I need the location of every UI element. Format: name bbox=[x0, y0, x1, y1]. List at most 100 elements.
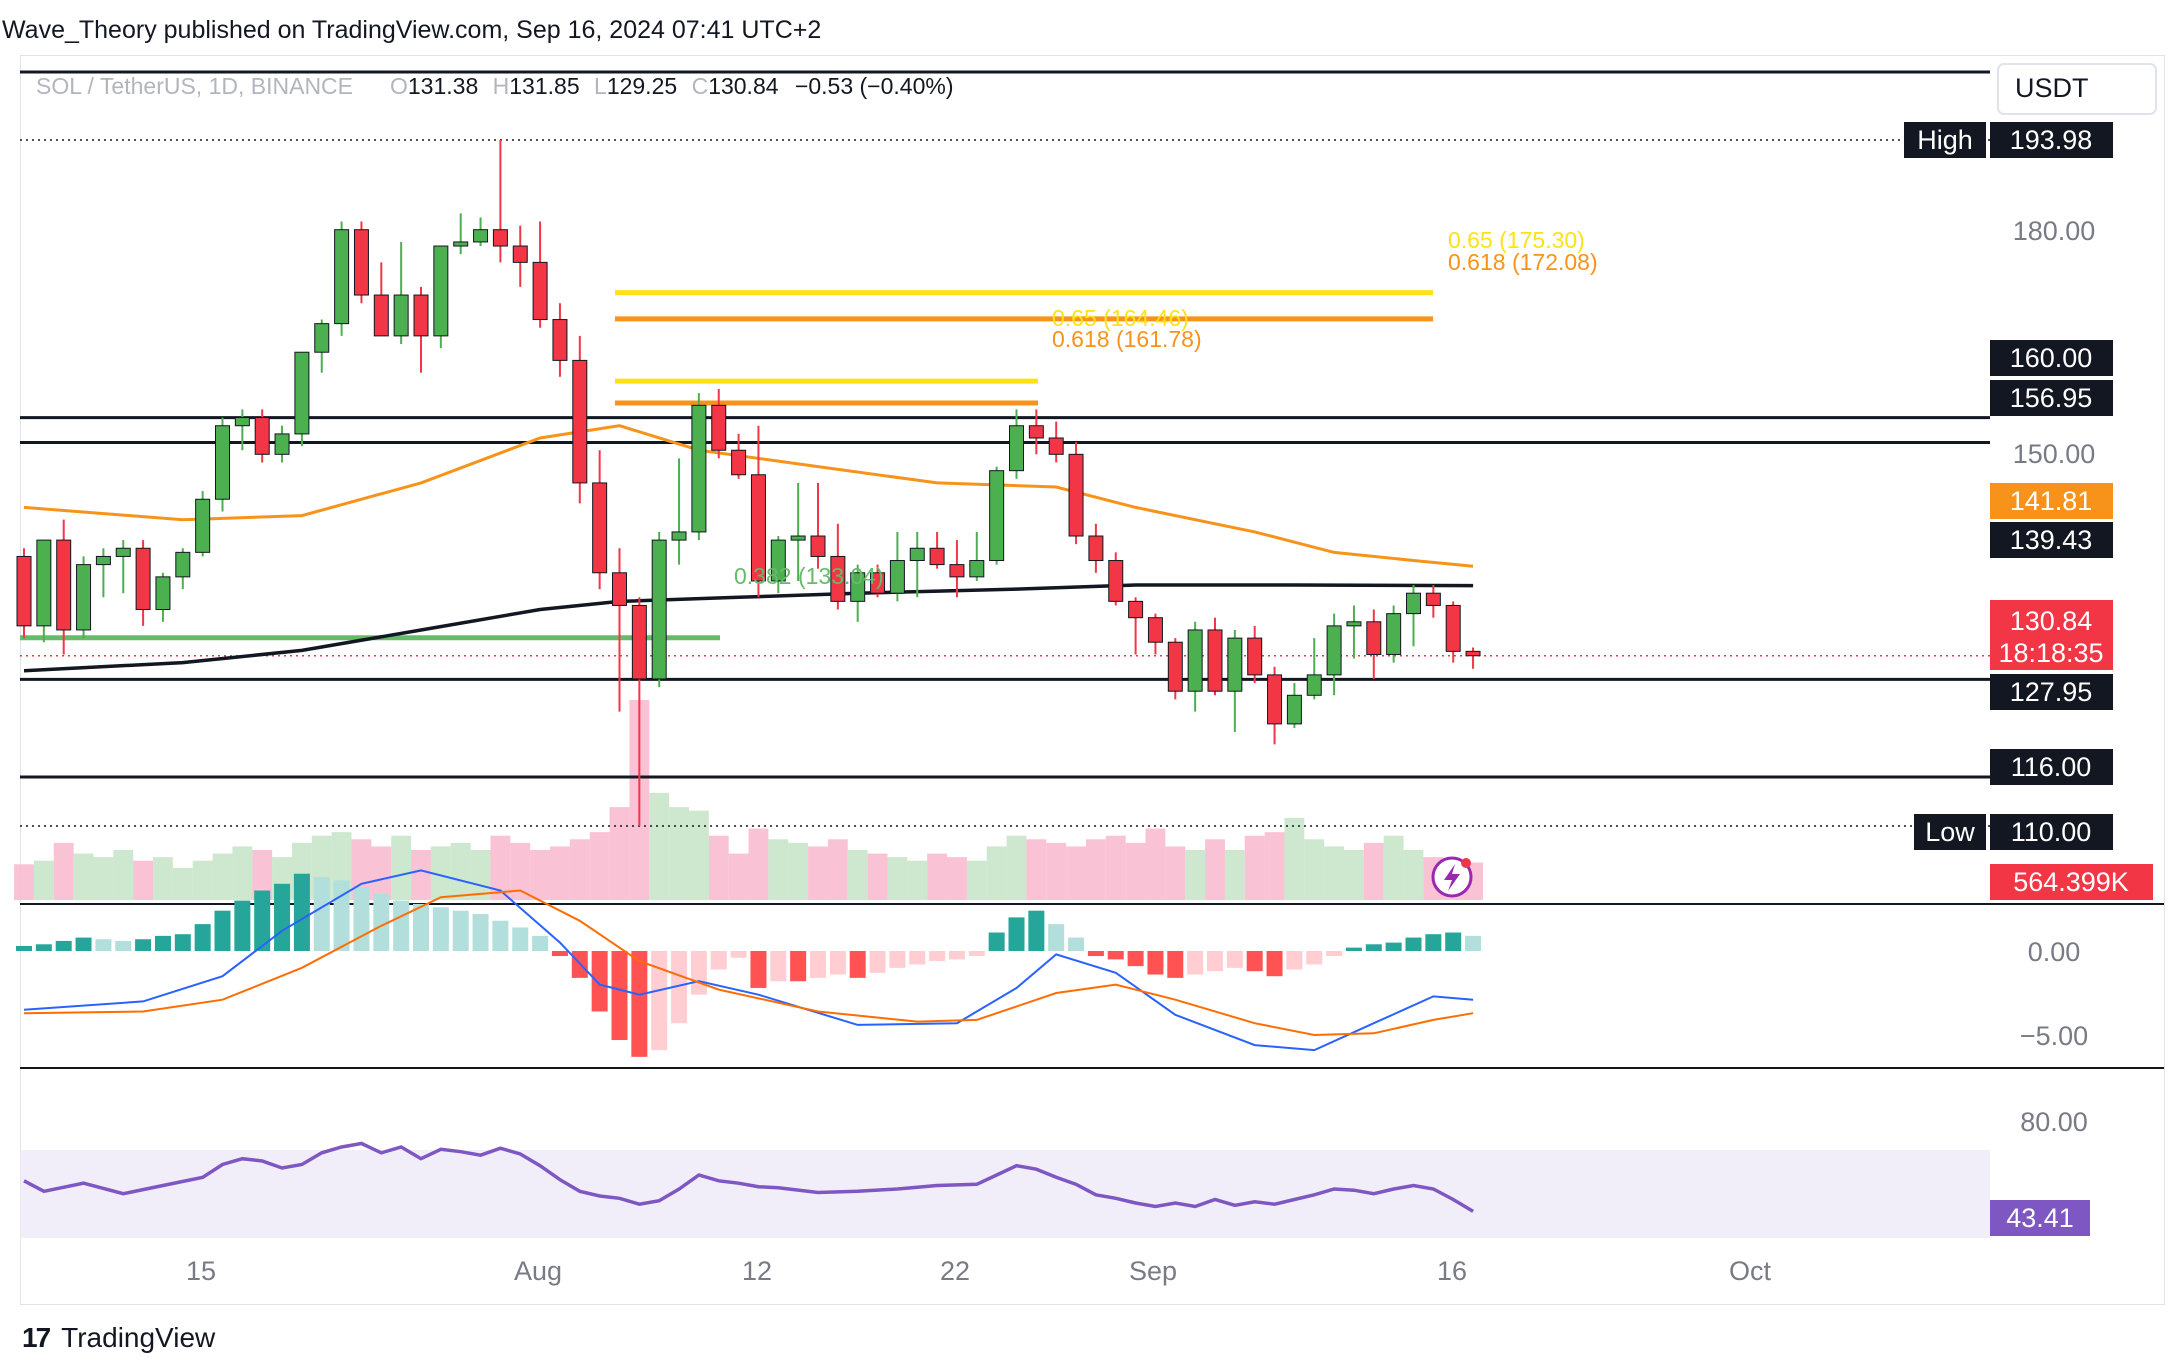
macd-histogram-bar bbox=[1226, 951, 1243, 968]
level-tag-156: 156.95 bbox=[1990, 380, 2113, 416]
candle-body bbox=[234, 417, 250, 427]
volume-bar bbox=[391, 835, 412, 900]
candle-body bbox=[135, 547, 151, 611]
high-tag-value: 193.98 bbox=[2010, 125, 2093, 155]
volume-bar bbox=[510, 842, 531, 900]
rsi-tag: 43.41 bbox=[1990, 1200, 2090, 1236]
level-tag-116: 116.00 bbox=[1990, 749, 2113, 785]
macd-tick: 0.00 bbox=[2028, 937, 2081, 967]
macd-line bbox=[23, 869, 1474, 1052]
lightning-icon[interactable] bbox=[1431, 856, 1473, 898]
volume-bar bbox=[490, 835, 511, 900]
volume-bar bbox=[1185, 850, 1206, 900]
volume-bar bbox=[1304, 839, 1325, 900]
macd-histogram-bar bbox=[413, 903, 429, 951]
candle-body bbox=[433, 245, 449, 337]
volume-bar bbox=[1284, 817, 1305, 900]
time-tick: Aug bbox=[514, 1256, 562, 1286]
volume-bar bbox=[1344, 850, 1364, 900]
macd-histogram-bar bbox=[948, 951, 965, 960]
candle-body bbox=[16, 555, 32, 627]
macd-histogram-bar bbox=[750, 951, 767, 988]
candle-body bbox=[1108, 560, 1124, 602]
candle-body bbox=[215, 425, 230, 500]
macd-histogram-bar bbox=[730, 951, 747, 958]
macd-histogram-bar bbox=[671, 951, 688, 1024]
macd-histogram-bar bbox=[710, 951, 727, 970]
volume-bar bbox=[550, 846, 570, 900]
candle-body bbox=[1425, 592, 1441, 606]
high-tag-label: High bbox=[1917, 125, 1973, 155]
ema50-tag: 141.81 bbox=[1990, 483, 2113, 519]
candle-body bbox=[274, 433, 290, 455]
candles-layer[interactable] bbox=[16, 140, 1481, 826]
macd-histogram-bar bbox=[929, 951, 946, 962]
low-label: L bbox=[594, 73, 607, 99]
candle-body bbox=[1009, 425, 1024, 472]
close-value: 130.84 bbox=[708, 73, 779, 99]
candle-body bbox=[314, 323, 330, 353]
candle-body bbox=[969, 560, 985, 578]
tradingview-footer[interactable]: 17 TradingView bbox=[22, 1318, 215, 1358]
candle-body bbox=[1187, 629, 1203, 692]
time-tick: 12 bbox=[742, 1256, 772, 1286]
volume-bar bbox=[768, 839, 789, 900]
macd-histogram-bar bbox=[1147, 951, 1164, 975]
macd-layer bbox=[16, 869, 1482, 1057]
macd-histogram-bar bbox=[1207, 951, 1223, 972]
macd-histogram-bar bbox=[790, 951, 807, 982]
macd-histogram-bar bbox=[1068, 937, 1085, 951]
volume-bar bbox=[1145, 828, 1166, 900]
macd-histogram-bar bbox=[1465, 935, 1482, 951]
legend-symbol[interactable]: SOL / TetherUS, 1D, BINANCE bbox=[36, 73, 353, 99]
volume-bar bbox=[113, 850, 134, 900]
candle-body bbox=[1167, 641, 1183, 692]
svg-text:116.00: 116.00 bbox=[2011, 752, 2092, 782]
volume-bar bbox=[212, 853, 233, 900]
candle-body bbox=[1267, 674, 1283, 725]
macd-histogram-bar bbox=[353, 887, 370, 951]
svg-text:564.399K: 564.399K bbox=[2013, 867, 2129, 897]
volume-bar bbox=[73, 853, 94, 900]
tradingview-logo: 17 bbox=[22, 1322, 51, 1353]
macd-histogram-bar bbox=[532, 935, 549, 951]
candle-body bbox=[850, 572, 866, 602]
svg-text:160.00: 160.00 bbox=[2010, 343, 2093, 373]
macd-histogram-bar bbox=[135, 939, 152, 951]
rsi-tick: 80.00 bbox=[2020, 1107, 2088, 1137]
candle-body bbox=[155, 576, 171, 611]
candle-body bbox=[909, 547, 925, 562]
svg-text:43.41: 43.41 bbox=[2006, 1203, 2074, 1233]
volume-bar bbox=[1006, 835, 1027, 900]
macd-histogram-bar bbox=[373, 893, 390, 951]
macd-histogram-bar bbox=[551, 951, 568, 957]
candle-body bbox=[1346, 621, 1362, 627]
candle-body bbox=[989, 470, 1005, 562]
candle-body bbox=[492, 229, 508, 247]
low-tag: Low 110.00 bbox=[1914, 814, 2113, 850]
volume-bar bbox=[153, 857, 173, 900]
macd-histogram-bar bbox=[690, 951, 707, 995]
sma200-tag: 139.43 bbox=[1990, 522, 2113, 558]
volume-bar bbox=[93, 857, 114, 900]
volume-bar bbox=[1066, 846, 1086, 900]
candle-body bbox=[353, 229, 369, 296]
candle-body bbox=[175, 551, 191, 578]
fib-label-lower-618: 0.618 (161.78) bbox=[1052, 326, 1202, 352]
legend-ohlc: O131.38 H131.85 L129.25 C130.84 −0.53 (−… bbox=[390, 73, 954, 99]
volume-bar bbox=[947, 857, 967, 900]
time-tick: Sep bbox=[1129, 1256, 1177, 1286]
currency-button[interactable] bbox=[1997, 63, 2157, 115]
candle-body bbox=[195, 498, 211, 553]
rsi-layer bbox=[23, 1141, 1474, 1213]
macd-histogram-bar bbox=[1246, 951, 1263, 972]
volume-bar bbox=[867, 853, 888, 900]
macd-histogram-bar bbox=[95, 939, 112, 951]
candle-body bbox=[1247, 637, 1263, 676]
volume-bar bbox=[371, 846, 392, 900]
rsi-line bbox=[23, 1141, 1474, 1213]
volume-bar bbox=[1403, 850, 1424, 900]
moving-averages bbox=[23, 424, 1474, 673]
volume-bar bbox=[1105, 835, 1126, 900]
